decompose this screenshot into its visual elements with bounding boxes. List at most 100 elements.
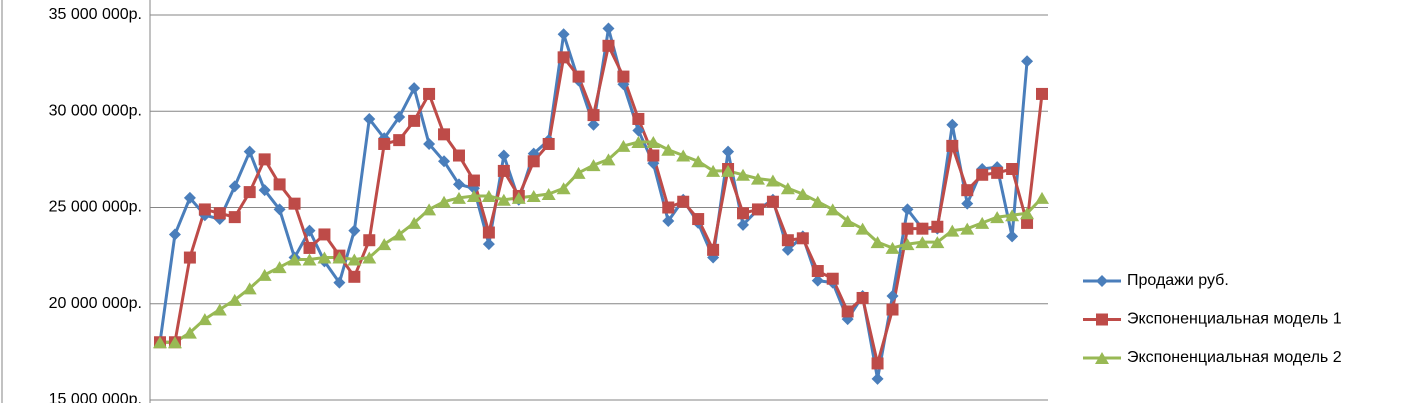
data-point [511,191,526,204]
legend-label: Экспоненциальная модель 2 [1127,349,1342,366]
data-point [587,109,600,122]
data-point [587,118,600,131]
data-point [1036,87,1048,100]
data-point [602,22,615,35]
data-point [168,228,181,241]
data-point [496,193,511,206]
data-point [750,172,765,185]
data-point [780,182,795,195]
data-point [901,222,914,235]
data-point [452,149,465,162]
data-point [303,241,316,254]
data-point [497,164,510,177]
data-point [901,203,914,216]
data-point [1021,216,1034,229]
data-point [438,155,451,168]
data-point [467,174,480,187]
data-point [317,251,332,264]
data-point [541,188,556,201]
data-point [423,87,436,100]
legend-marker [1096,313,1108,326]
data-point [946,118,959,131]
data-point [946,139,959,152]
data-point [915,236,930,249]
data-point [408,114,421,127]
data-point [960,222,975,235]
data-point [811,274,824,287]
data-point [662,201,675,214]
data-point [243,145,256,158]
data-point [482,238,495,251]
data-point [527,155,540,168]
data-point [886,303,899,316]
data-point [976,168,989,181]
data-point [423,137,436,150]
data-point [677,195,690,208]
data-point [751,203,764,216]
data-point [692,213,705,226]
data-point [870,236,885,249]
data-point [572,70,585,83]
data-point [227,293,242,306]
data-point [213,207,226,220]
data-point [885,241,900,254]
data-point [288,197,301,210]
data-point [1006,230,1019,243]
data-point [348,224,361,237]
data-point [841,305,854,318]
data-point [347,253,362,266]
data-point [930,236,945,249]
data-point [257,268,272,281]
data-point [871,372,884,385]
data-point [392,228,407,241]
data-point [183,251,196,264]
data-point [198,203,211,216]
data-point [363,112,376,125]
data-point [393,111,406,124]
data-point [197,313,212,326]
data-point [961,197,974,210]
y-tick-label: 25 000 000р. [49,199,142,216]
data-point [273,203,286,216]
data-point [601,153,616,166]
data-point [182,326,197,339]
data-point [466,189,481,202]
data-point [438,128,451,141]
data-point [1035,191,1049,204]
data-point [617,70,630,83]
data-point [333,276,346,289]
data-point [228,180,241,193]
data-point [856,291,869,304]
data-point [616,139,631,152]
data-point [167,336,182,349]
data-point [916,222,929,235]
data-point [452,178,465,191]
data-point [706,164,721,177]
data-point [632,112,645,125]
data-point [258,184,271,197]
data-point [991,166,1004,179]
data-point [826,272,839,285]
data-point [557,28,570,41]
data-point [662,214,675,227]
data-point [243,186,256,199]
data-point [647,149,660,162]
data-point [736,168,751,181]
data-point [691,155,706,168]
data-point [900,238,915,251]
data-point [1021,55,1034,68]
data-point [661,143,676,156]
data-point [348,270,361,283]
data-point [945,224,960,237]
data-point [287,253,302,266]
data-point [393,134,406,147]
data-point [795,188,810,201]
data-point [542,137,555,150]
data-point [302,253,317,266]
y-tick-label: 30 000 000р. [49,102,142,119]
data-point [737,207,750,220]
data-point [1020,207,1035,220]
data-point [482,226,495,239]
data-point [602,39,615,52]
